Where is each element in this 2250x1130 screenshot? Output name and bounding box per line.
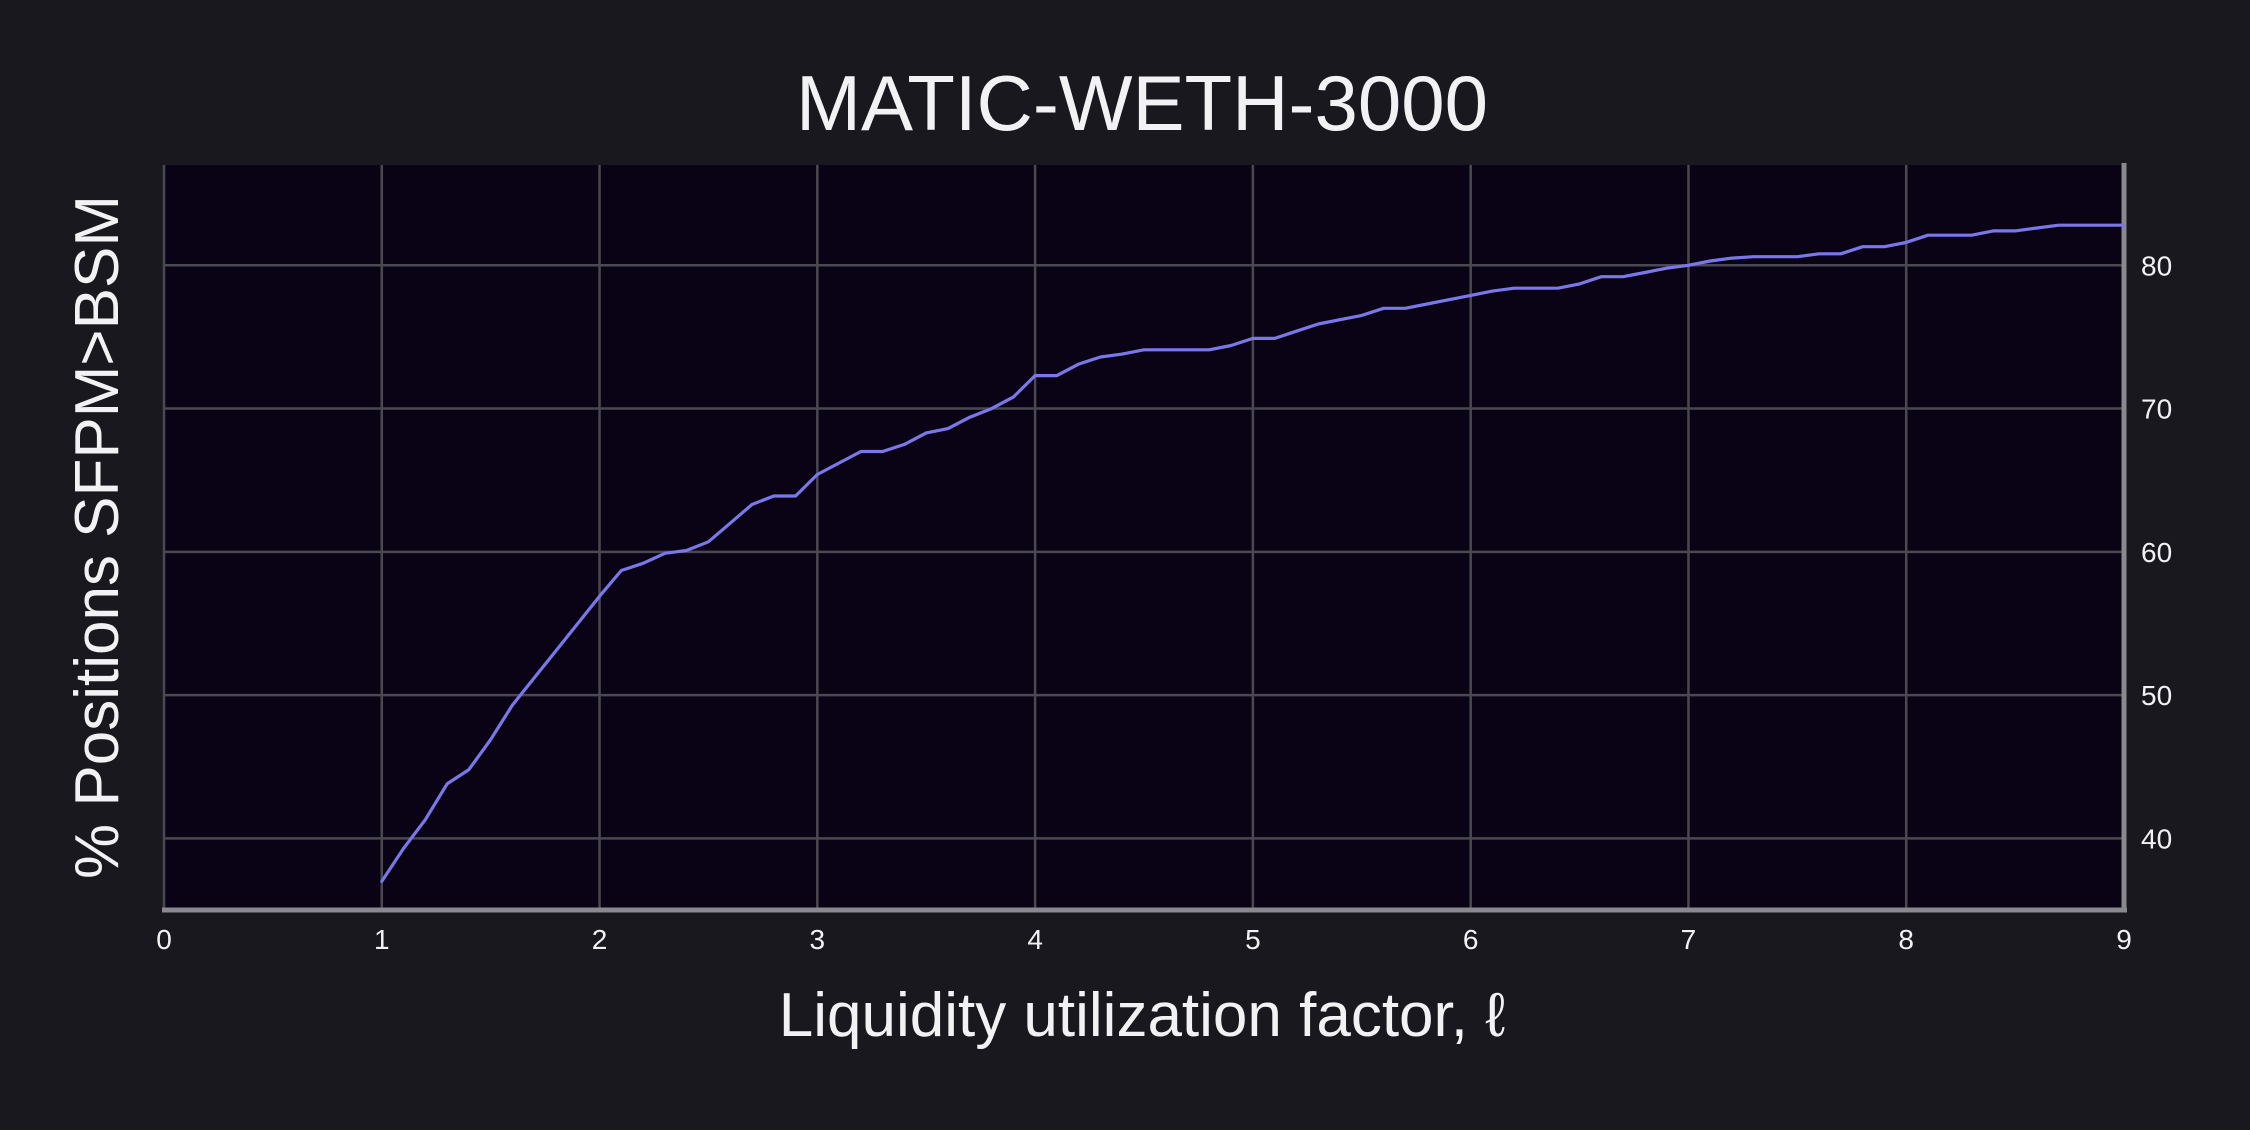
y-axis-label: % Positions SFPM>BSM xyxy=(63,195,132,879)
y-tick-label: 50 xyxy=(2141,680,2172,711)
x-axis-label: Liquidity utilization factor, ℓ xyxy=(779,981,1506,1050)
x-tick-label: 6 xyxy=(1463,924,1479,955)
y-tick-label: 40 xyxy=(2141,823,2172,854)
x-tick-label: 7 xyxy=(1681,924,1697,955)
series-line xyxy=(380,223,2126,883)
x-tick-label: 1 xyxy=(374,924,390,955)
y-tick-label: 80 xyxy=(2141,250,2172,281)
x-tick-label: 0 xyxy=(156,924,172,955)
x-tick-label: 9 xyxy=(2116,924,2132,955)
plot-area xyxy=(164,165,2124,910)
chart-title: MATIC-WETH-3000 xyxy=(796,59,1488,147)
y-tick-label: 60 xyxy=(2141,537,2172,568)
x-tick-label: 3 xyxy=(810,924,826,955)
tick-labels: 0 1 2 3 4 5 6 7 8 9 40 50 60 70 80 xyxy=(156,250,2172,955)
x-tick-label: 8 xyxy=(1898,924,1914,955)
grid-lines xyxy=(162,165,2126,910)
series-layer xyxy=(380,223,2126,883)
axes xyxy=(162,163,2127,913)
x-tick-label: 2 xyxy=(592,924,608,955)
x-tick-label: 4 xyxy=(1027,924,1043,955)
y-tick-label: 70 xyxy=(2141,394,2172,425)
x-tick-label: 5 xyxy=(1245,924,1261,955)
